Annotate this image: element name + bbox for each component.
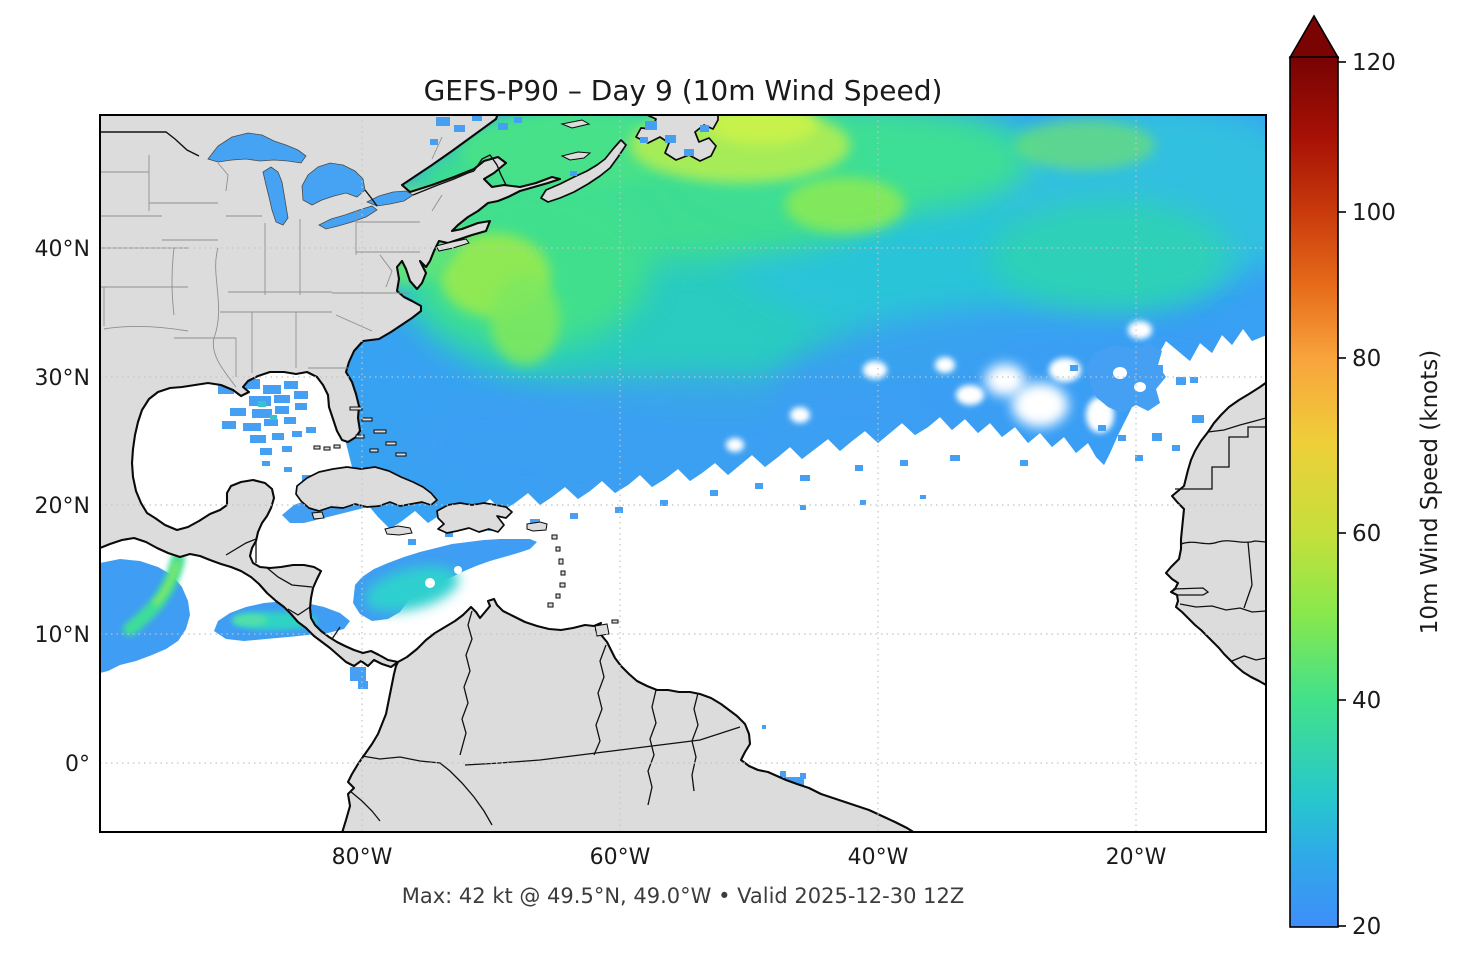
- land-north-america: [100, 115, 562, 669]
- y-tick-label: 30°N: [35, 366, 90, 391]
- plot-title: GEFS-P90 – Day 9 (10m Wind Speed): [424, 74, 943, 107]
- colorbar-tick-label: 120: [1352, 50, 1396, 76]
- colorbar-tick-label: 20: [1352, 914, 1381, 940]
- islands-bahamas: [349, 406, 407, 457]
- land-south-america: [341, 597, 916, 832]
- wind-patch-tehuantepec: [100, 552, 190, 673]
- colorbar-axis-label: 10m Wind Speed (knots): [1417, 350, 1443, 634]
- island-hispaniola: [436, 502, 513, 534]
- y-tick-label: 0°: [65, 752, 90, 777]
- island-anticosti: [560, 119, 591, 129]
- island-long-island: [435, 238, 470, 252]
- island-cuba: [295, 466, 438, 512]
- wind-specks-land: [430, 115, 709, 176]
- colorbar-ticks: [1338, 61, 1346, 927]
- island-isla-juventud: [311, 511, 325, 520]
- great-lakes: [207, 132, 414, 230]
- island-nova-scotia: [540, 139, 627, 203]
- colorbar: 120 100 80 60 40 20 10m Wind Speed (knot…: [1288, 14, 1443, 940]
- y-tick-label: 20°N: [35, 494, 90, 519]
- national-borders: [100, 131, 1266, 826]
- y-axis: 40°N 30°N 20°N 10°N 0°: [35, 237, 90, 777]
- x-tick-label: 40°W: [848, 845, 909, 870]
- wind-patch-canary: [1070, 343, 1204, 451]
- lake-huron: [301, 162, 366, 206]
- map-frame: [99, 114, 1267, 833]
- island-trinidad: [594, 623, 610, 637]
- state-borders: [100, 136, 443, 388]
- colorbar-tick-label: 100: [1352, 200, 1396, 226]
- colorbar-tick-label: 40: [1352, 688, 1381, 714]
- island-jamaica: [384, 525, 413, 536]
- colorbar-tick-label: 60: [1352, 521, 1381, 547]
- x-tick-label: 60°W: [590, 845, 651, 870]
- land-africa: [1164, 381, 1266, 687]
- lake-superior: [207, 132, 307, 164]
- colorbar-tick-label: 80: [1352, 346, 1381, 372]
- colorbar-gradient: [1289, 56, 1339, 928]
- islands-lesser-antilles: [547, 534, 619, 624]
- y-tick-label: 10°N: [35, 623, 90, 648]
- map-panel: [99, 114, 1267, 833]
- x-tick-label: 80°W: [332, 845, 393, 870]
- x-axis: 80°W 60°W 40°W 20°W: [332, 845, 1167, 870]
- max-annotation: Max: 42 kt @ 49.5°N, 49.0°W • Valid 2025…: [402, 884, 965, 908]
- island-pei: [560, 151, 592, 161]
- lake-erie: [318, 205, 378, 230]
- y-tick-label: 40°N: [35, 237, 90, 262]
- island-puerto-rico: [526, 521, 548, 532]
- wind-patch-caribbean-jet: [353, 539, 537, 621]
- islands: [295, 115, 719, 637]
- lake-michigan: [262, 166, 289, 226]
- islands-florida-keys: [313, 444, 341, 451]
- gridlines: [100, 115, 1266, 832]
- colorbar-extend-arrow: [1288, 14, 1340, 59]
- x-tick-label: 20°W: [1106, 845, 1167, 870]
